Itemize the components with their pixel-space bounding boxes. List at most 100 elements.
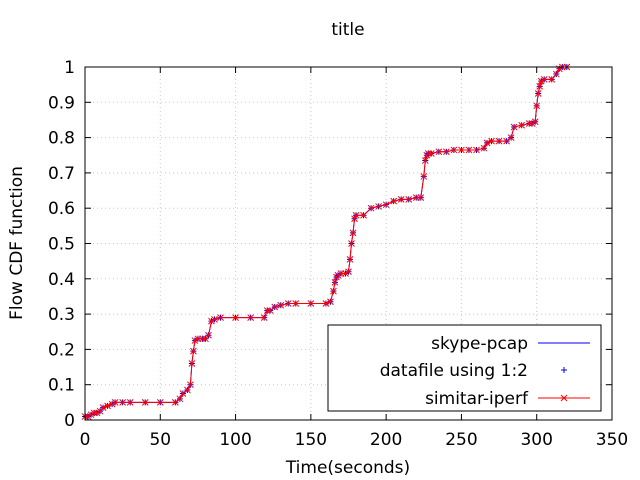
x-point bbox=[417, 194, 425, 201]
x-point bbox=[473, 146, 480, 154]
x-point bbox=[488, 137, 495, 145]
x-axis-label: Time(seconds) bbox=[285, 458, 410, 478]
x-point bbox=[211, 316, 218, 323]
x-point bbox=[534, 90, 542, 97]
legend-label-skype-pcap: skype-pcap bbox=[431, 334, 528, 354]
y-tick-label: 0 bbox=[64, 411, 75, 431]
x-point bbox=[330, 287, 337, 295]
x-point bbox=[93, 409, 101, 417]
x-point bbox=[263, 307, 271, 314]
x-point bbox=[141, 398, 149, 406]
x-point bbox=[495, 137, 503, 145]
y-tick-label: 0.9 bbox=[48, 93, 75, 113]
x-point bbox=[119, 398, 126, 406]
x-point bbox=[217, 314, 224, 321]
x-point bbox=[179, 390, 187, 397]
x-point bbox=[480, 144, 488, 152]
x-point bbox=[322, 300, 330, 307]
x-point bbox=[390, 197, 398, 205]
x-point bbox=[176, 395, 184, 403]
x-point bbox=[331, 278, 339, 286]
x-point bbox=[87, 411, 95, 419]
x-point bbox=[247, 314, 254, 321]
legend-x bbox=[560, 394, 568, 402]
x-point bbox=[518, 121, 526, 129]
x-point bbox=[528, 120, 536, 127]
x-tick-label: 300 bbox=[520, 430, 552, 450]
x-point bbox=[205, 331, 212, 339]
x-tick-label: 250 bbox=[445, 430, 477, 450]
x-point bbox=[367, 204, 375, 212]
legend-box bbox=[327, 324, 602, 412]
x-point bbox=[345, 268, 352, 276]
x-point bbox=[510, 123, 518, 131]
y-tick-label: 0.6 bbox=[48, 199, 75, 219]
x-point bbox=[443, 148, 450, 156]
x-point bbox=[424, 150, 432, 157]
legend-label-datafile: datafile using 1:2 bbox=[380, 361, 528, 381]
x-point bbox=[465, 146, 473, 154]
x-point bbox=[348, 240, 355, 247]
x-point bbox=[277, 301, 285, 309]
x-point bbox=[191, 337, 199, 344]
x-point bbox=[327, 298, 334, 306]
x-point bbox=[307, 300, 315, 307]
y-tick-label: 0.3 bbox=[48, 305, 75, 325]
legend: skype-pcap datafile using 1:2 simitar-ip… bbox=[327, 324, 602, 412]
x-point bbox=[90, 409, 98, 417]
x-point bbox=[349, 229, 357, 237]
legend-plus bbox=[561, 367, 567, 373]
x-point bbox=[156, 398, 164, 406]
y-tick-label: 0.1 bbox=[48, 376, 75, 396]
x-tick-label: 50 bbox=[149, 430, 171, 450]
axis-ticks: 0 50 100 150 200 250 300 350 0 0.1 0.2 0.3 0.4 0.5 0.6… bbox=[48, 58, 628, 450]
x-tick-label: 150 bbox=[295, 430, 327, 450]
y-tick-label: 0.8 bbox=[48, 129, 75, 149]
x-point bbox=[427, 150, 435, 157]
legend-swatch-datafile bbox=[561, 367, 567, 373]
y-tick-label: 0.2 bbox=[48, 340, 75, 360]
x-point bbox=[108, 400, 116, 408]
x-point bbox=[232, 314, 239, 321]
legend-swatch-simitar-iperf bbox=[538, 394, 590, 402]
x-point bbox=[525, 120, 533, 127]
series-layer bbox=[81, 63, 571, 420]
y-axis-label: Flow CDF function bbox=[7, 166, 27, 320]
x-point bbox=[540, 76, 548, 83]
x-point bbox=[84, 413, 92, 420]
x-point bbox=[533, 102, 541, 110]
grid-lines bbox=[85, 67, 612, 420]
y-tick-label: 0.7 bbox=[48, 164, 75, 184]
x-point bbox=[188, 360, 196, 367]
x-point bbox=[342, 270, 349, 277]
x-point bbox=[111, 398, 119, 406]
x-point bbox=[184, 386, 191, 394]
x-point bbox=[421, 157, 429, 164]
x-point bbox=[503, 137, 510, 145]
x-point bbox=[450, 146, 458, 154]
x-point bbox=[346, 256, 354, 263]
x-point bbox=[99, 404, 107, 411]
x-point bbox=[375, 203, 382, 210]
x-point bbox=[536, 83, 544, 90]
x-point bbox=[271, 303, 279, 311]
x-point bbox=[420, 173, 428, 180]
x-point bbox=[360, 211, 367, 219]
x-point bbox=[435, 148, 443, 156]
x-point bbox=[284, 300, 292, 307]
x-point bbox=[104, 402, 111, 410]
x-point bbox=[537, 77, 545, 85]
x-point bbox=[292, 300, 300, 307]
x-point bbox=[531, 118, 539, 126]
x-point bbox=[507, 134, 515, 141]
x-point bbox=[126, 398, 134, 406]
y-tick-label: 0.5 bbox=[48, 235, 75, 255]
x-point bbox=[199, 335, 206, 343]
x-tick-label: 350 bbox=[596, 430, 628, 450]
x-point bbox=[458, 146, 465, 154]
x-point bbox=[187, 381, 194, 389]
x-tick-label: 200 bbox=[370, 430, 402, 450]
y-tick-label: 0.4 bbox=[48, 270, 75, 290]
x-point bbox=[548, 76, 556, 83]
